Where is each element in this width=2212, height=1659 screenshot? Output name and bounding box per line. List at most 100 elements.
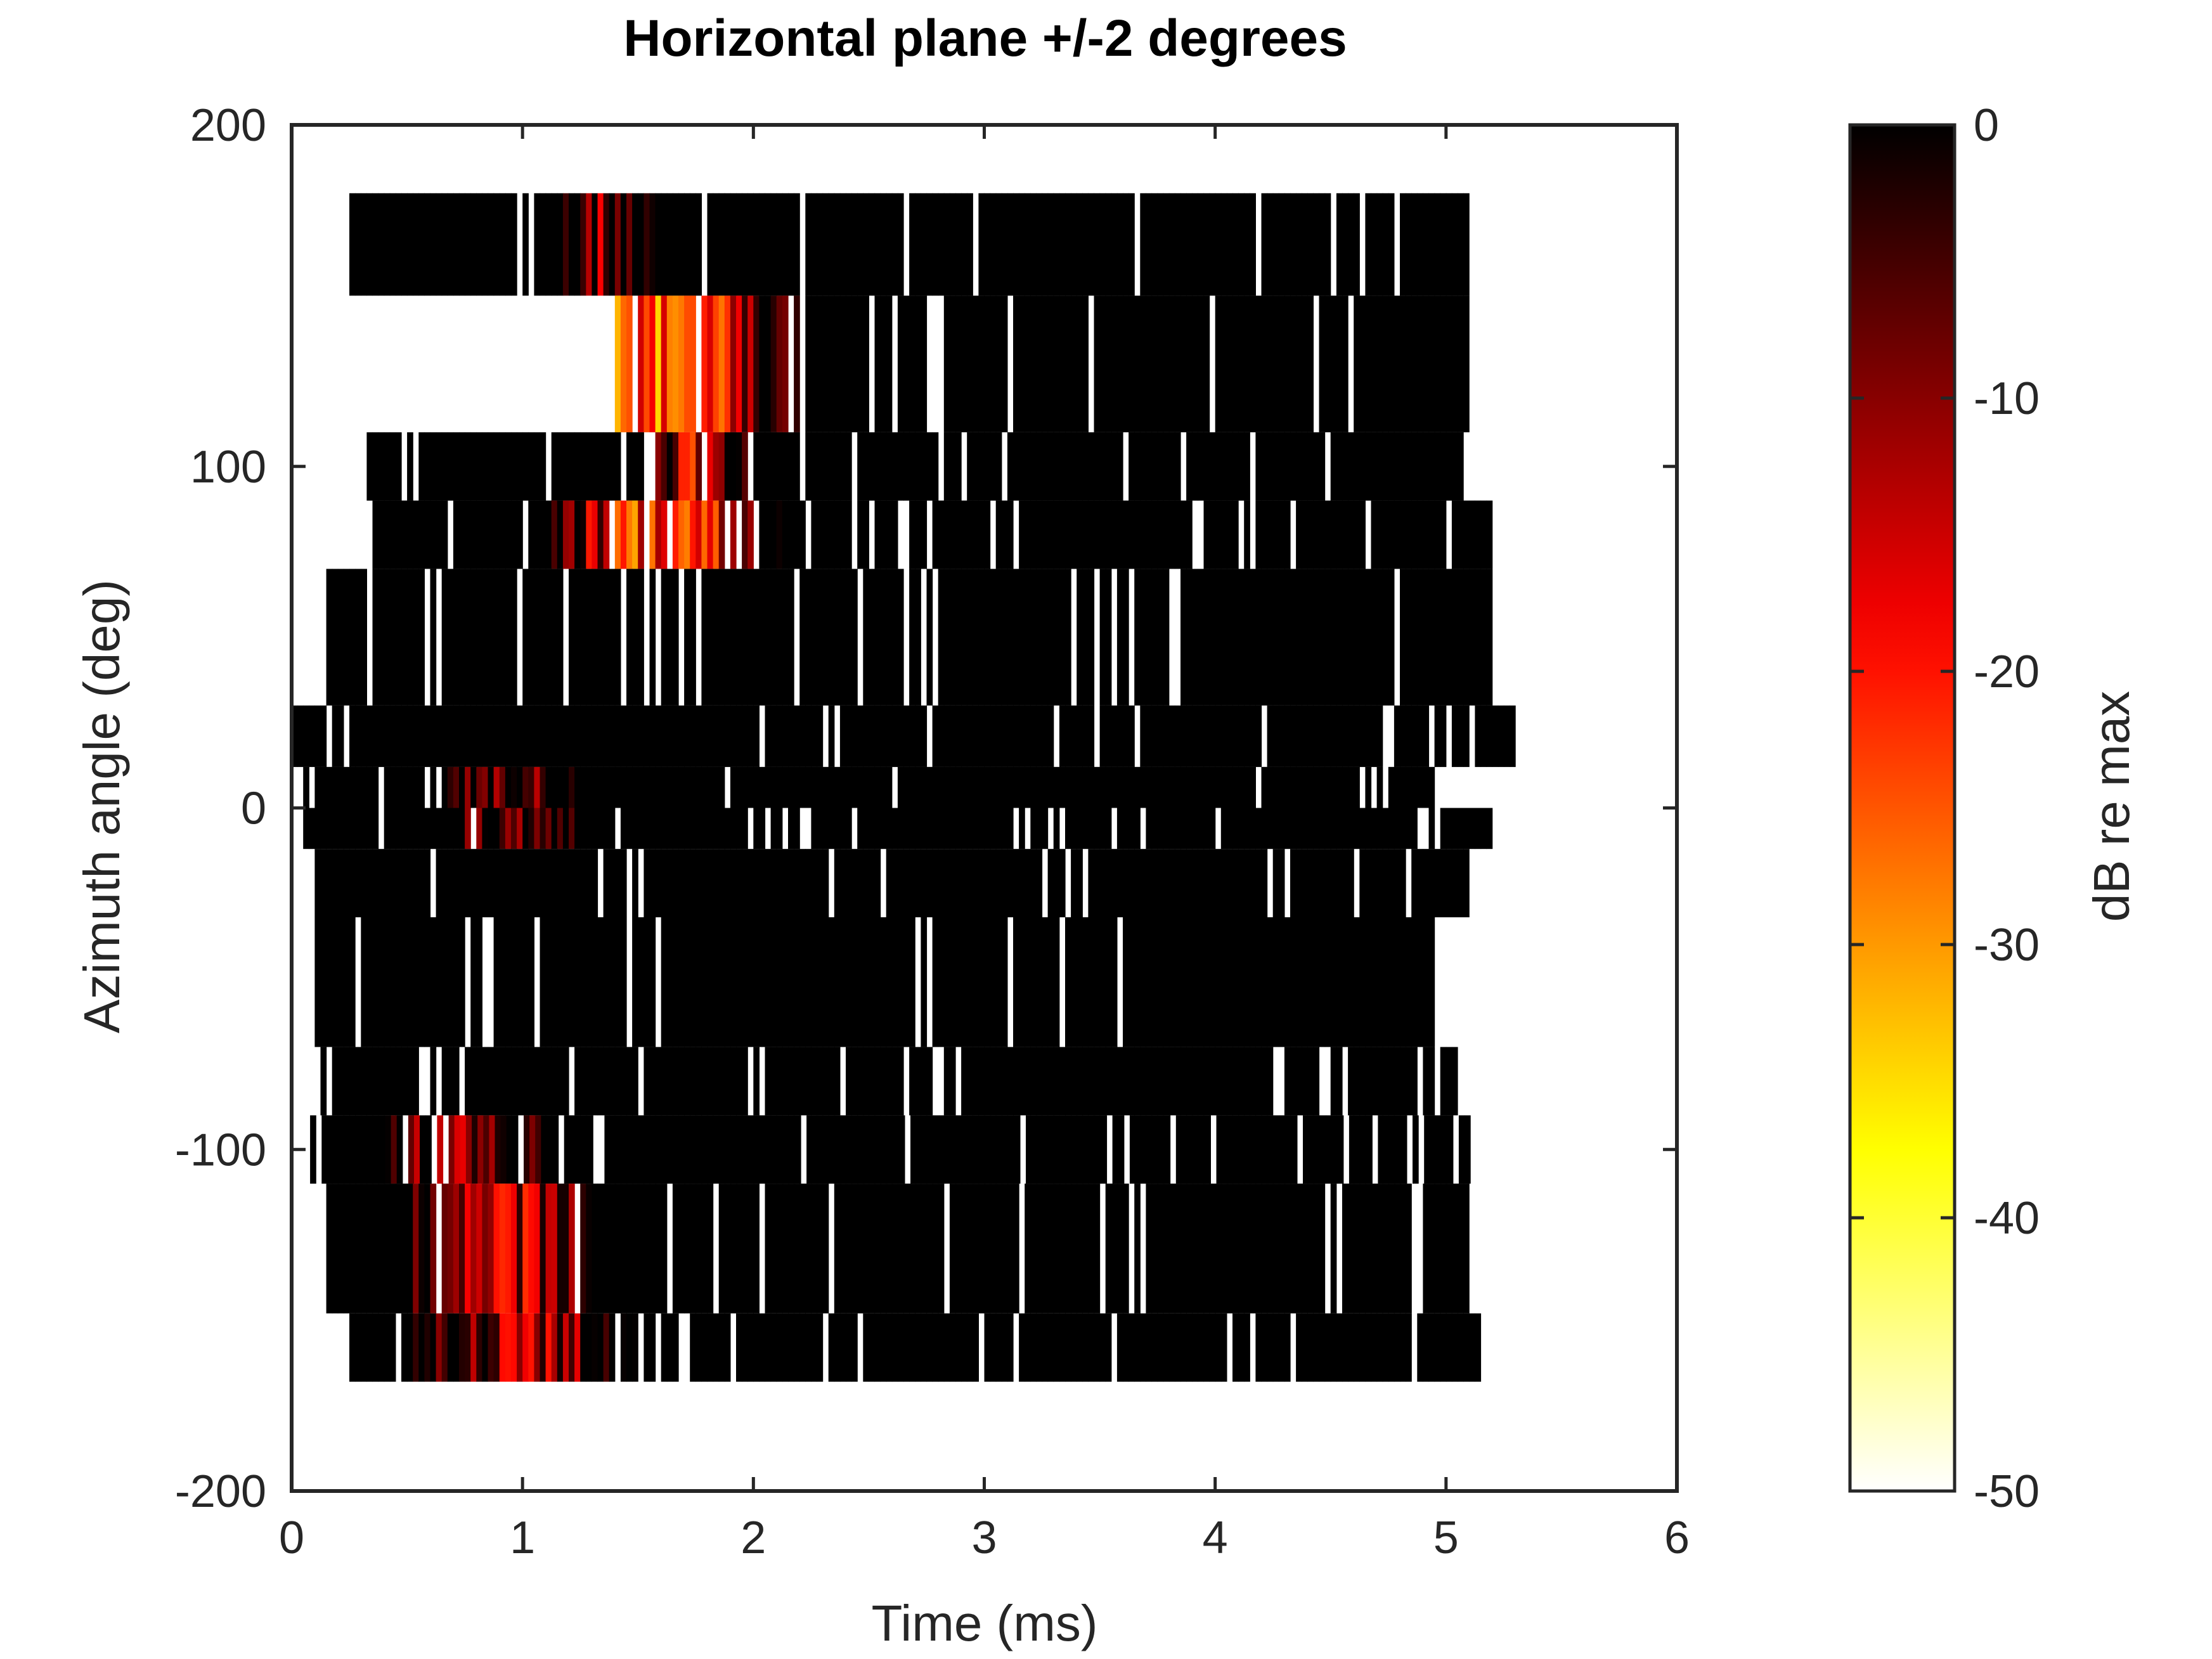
heatmap-cell — [1203, 1184, 1210, 1314]
heatmap-cell — [1245, 1115, 1252, 1184]
heatmap-cell — [1215, 569, 1222, 706]
heatmap-cell — [1278, 569, 1285, 706]
heatmap-cell — [1105, 808, 1112, 849]
heatmap-cell — [766, 1115, 773, 1184]
heatmap-cell — [1175, 1115, 1182, 1184]
heatmap-cell — [1411, 917, 1418, 1047]
heatmap-cell — [974, 1115, 980, 1184]
heatmap-cell — [690, 849, 696, 917]
heatmap-cell — [1400, 193, 1406, 296]
heatmap-cell — [995, 808, 1002, 849]
heatmap-cell — [1146, 766, 1153, 808]
heatmap-cell — [828, 295, 835, 432]
heatmap-cell — [1146, 849, 1153, 917]
heatmap-cell — [1434, 705, 1441, 767]
heatmap-cell — [413, 917, 419, 1047]
heatmap-cell — [1168, 295, 1175, 432]
heatmap-cell — [718, 432, 725, 501]
heatmap-cell — [638, 766, 644, 808]
heatmap-cell — [921, 432, 928, 501]
heatmap-cell — [782, 295, 789, 432]
heatmap-cell — [1365, 1047, 1372, 1116]
heatmap-cell — [1001, 1184, 1008, 1314]
heatmap-cell — [465, 1184, 471, 1314]
heatmap-cell — [713, 808, 720, 849]
heatmap-cell — [822, 849, 829, 917]
heatmap-cell — [1365, 1313, 1372, 1382]
heatmap-cell — [470, 917, 477, 1047]
heatmap-cell — [1134, 1047, 1141, 1116]
heatmap-cell — [430, 569, 437, 706]
heatmap-cell — [1105, 295, 1112, 432]
heatmap-cell — [997, 1115, 1004, 1184]
heatmap-cell — [1406, 766, 1412, 808]
heatmap-cell — [1371, 1184, 1378, 1314]
heatmap-cell — [1163, 766, 1170, 808]
heatmap-cell — [1319, 432, 1326, 501]
heatmap-cell — [1065, 705, 1071, 767]
heatmap-cell — [517, 849, 523, 917]
heatmap-cell — [372, 849, 379, 917]
heatmap-cell — [1036, 849, 1043, 917]
heatmap-cell — [511, 1313, 517, 1382]
heatmap-cell — [788, 849, 794, 917]
heatmap-cell — [1278, 500, 1285, 569]
heatmap-cell — [1406, 432, 1412, 501]
heatmap-cell — [1053, 1047, 1060, 1116]
heatmap-cell — [863, 1313, 869, 1382]
heatmap-cell — [626, 1313, 633, 1382]
heatmap-cell — [1365, 705, 1372, 767]
heatmap-cell — [574, 569, 581, 706]
heatmap-cell — [915, 1313, 921, 1382]
heatmap-cell — [1250, 917, 1256, 1047]
heatmap-cell — [603, 917, 610, 1047]
heatmap-cell — [707, 766, 714, 808]
heatmap-cell — [770, 705, 777, 767]
heatmap-cell — [557, 432, 564, 501]
heatmap-cell — [713, 766, 720, 808]
heatmap-cell — [320, 849, 327, 917]
heatmap-cell — [1163, 500, 1170, 569]
heatmap-cell — [1261, 1313, 1268, 1382]
heatmap-cell — [592, 569, 598, 706]
heatmap-cell — [921, 849, 928, 917]
heatmap-cell — [366, 1184, 373, 1314]
heatmap-cell — [1112, 1115, 1119, 1184]
heatmap-cell — [1071, 295, 1077, 432]
heatmap-cell — [794, 705, 800, 767]
heatmap-cell — [932, 849, 939, 917]
heatmap-cell — [603, 849, 610, 917]
heatmap-cell — [1435, 1115, 1442, 1184]
heatmap-cell — [730, 808, 737, 849]
heatmap-cell — [701, 705, 708, 767]
heatmap-cell — [1140, 766, 1146, 808]
heatmap-cell — [1463, 1313, 1470, 1382]
heatmap-cell — [592, 766, 598, 808]
heatmap-cell — [632, 569, 638, 706]
heatmap-cell — [943, 569, 950, 706]
heatmap-cell — [880, 569, 887, 706]
heatmap-cell — [1042, 1047, 1049, 1116]
heatmap-cell — [1376, 1047, 1383, 1116]
heatmap-cell — [1036, 917, 1043, 1047]
heatmap-cell — [540, 808, 547, 849]
heatmap-cell — [1302, 808, 1308, 849]
heatmap-cell — [926, 808, 933, 849]
heatmap-cell — [384, 808, 391, 849]
heatmap-cell — [1174, 849, 1181, 917]
heatmap-cell — [493, 193, 500, 296]
heatmap-cell — [441, 808, 448, 849]
heatmap-cell — [1146, 808, 1153, 849]
heatmap-cell — [453, 808, 460, 849]
heatmap-cell — [332, 917, 339, 1047]
heatmap-cell — [1146, 705, 1153, 767]
heatmap-cell — [943, 500, 950, 569]
heatmap-cell — [488, 1313, 495, 1382]
heatmap-cell — [1284, 1184, 1291, 1314]
heatmap-cell — [1007, 500, 1014, 569]
heatmap-cell — [967, 295, 973, 432]
heatmap-cell — [805, 1047, 812, 1116]
heatmap-cell — [1376, 705, 1383, 767]
heatmap-cell — [644, 917, 650, 1047]
heatmap-cell — [777, 1115, 784, 1184]
